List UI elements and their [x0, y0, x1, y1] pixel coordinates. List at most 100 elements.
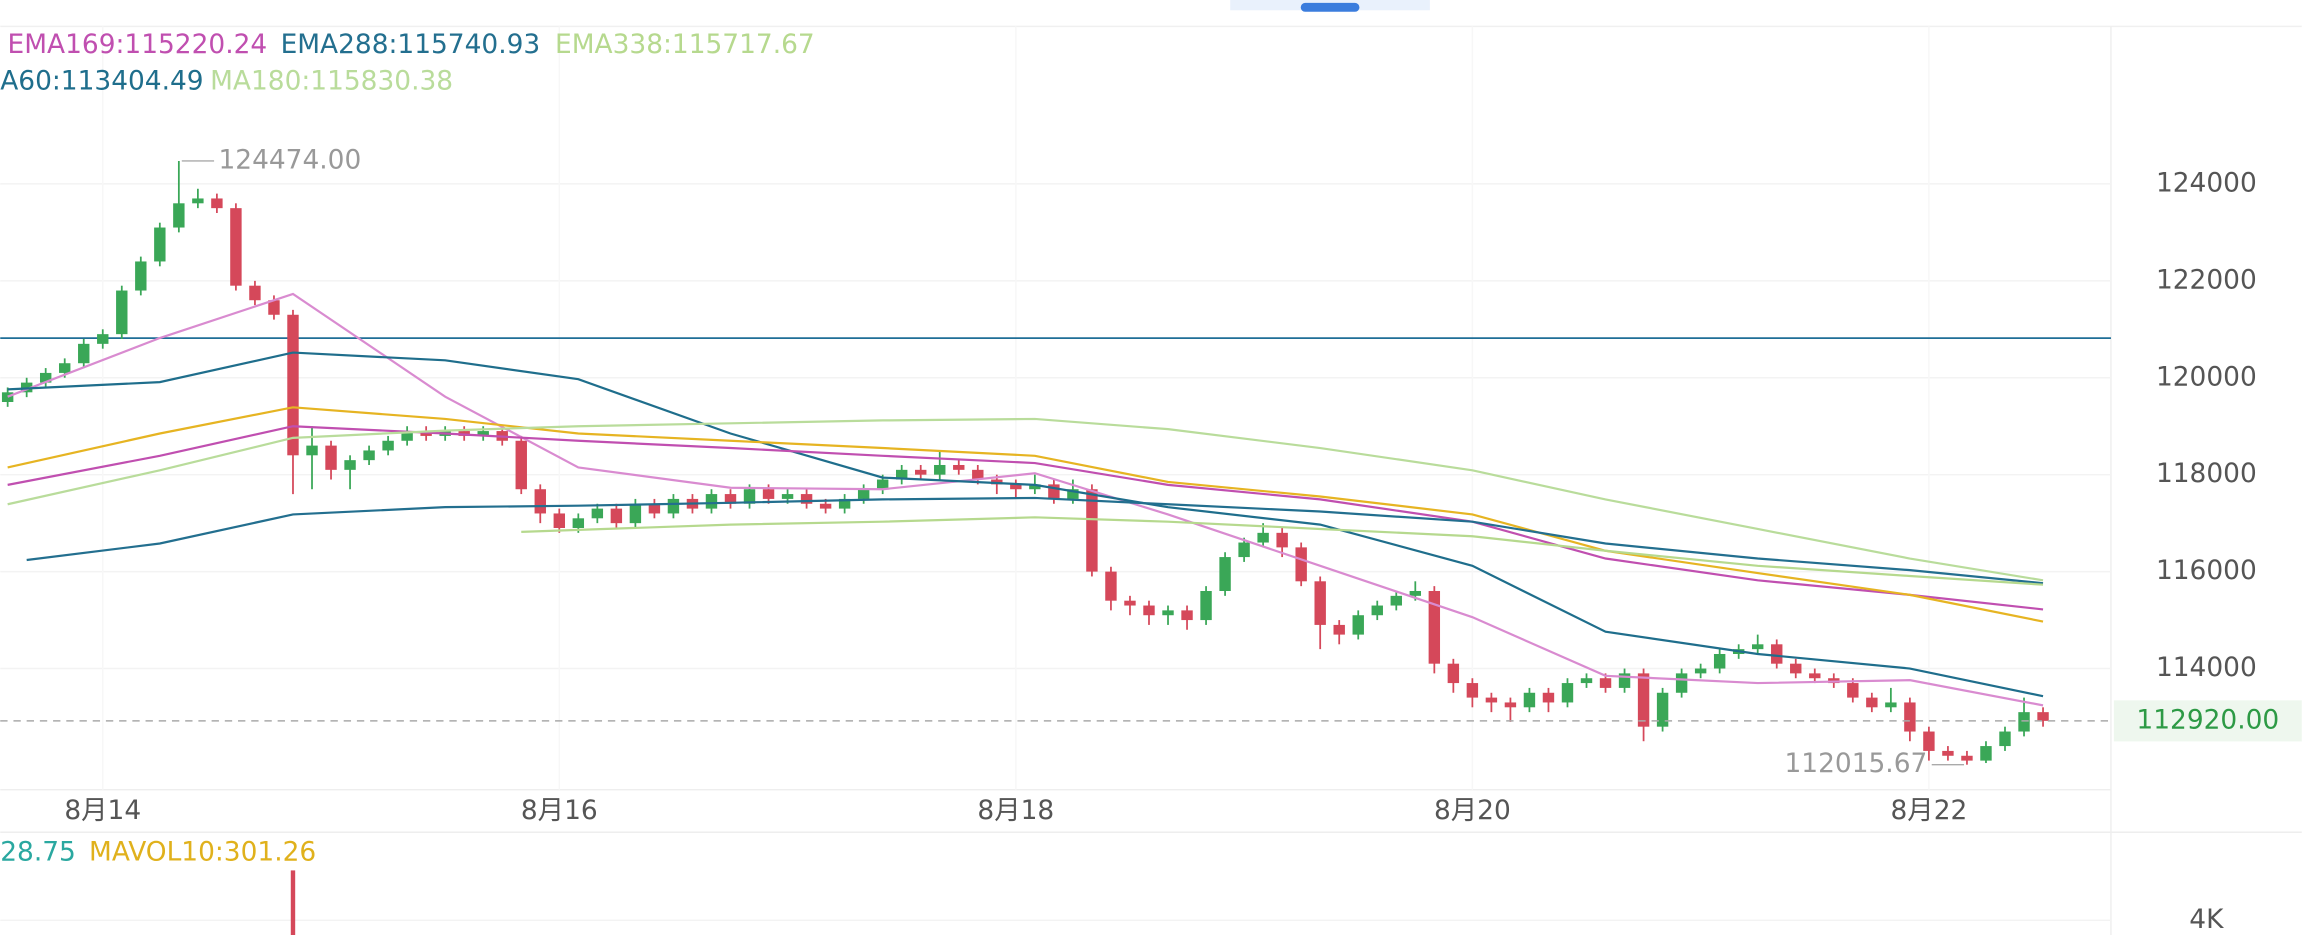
x-tick-label: 8月18: [977, 795, 1054, 826]
candle-body: [781, 494, 794, 499]
candle-body: [743, 489, 756, 504]
candle-body: [800, 494, 813, 504]
candle-body: [211, 198, 223, 209]
candle-body: [1390, 595, 1402, 606]
candle-body: [1637, 673, 1650, 727]
candle-body: [972, 469, 984, 480]
candle-body: [1219, 557, 1231, 591]
ma-line: [7, 351, 2044, 698]
candle-body: [1771, 644, 1783, 664]
candle-body: [1333, 624, 1345, 635]
candle-body: [39, 372, 52, 383]
ma-line: [7, 425, 2044, 611]
candle-body: [705, 494, 718, 509]
candle-body: [1181, 610, 1193, 621]
candle-body: [1086, 489, 1098, 572]
x-tick-label: 8月16: [521, 795, 598, 826]
ma-line: [7, 292, 2044, 707]
candle-body: [363, 450, 375, 461]
candle-body: [1561, 683, 1574, 703]
candle-body: [116, 290, 128, 335]
candle-body: [591, 508, 604, 519]
ma-line: [7, 406, 2044, 623]
x-tick-label: 8月14: [64, 795, 141, 826]
low-marker-label: 112015.67: [1785, 748, 1928, 779]
candle-body: [534, 489, 546, 514]
candle-body: [477, 431, 489, 436]
legend-entry: A60:113404.49: [0, 66, 203, 97]
candle-body: [1999, 731, 2011, 747]
candle-body: [135, 261, 147, 291]
candle-body: [1961, 755, 1973, 761]
candle-body: [1790, 663, 1802, 674]
candle-body: [173, 203, 185, 228]
candle-body: [1466, 683, 1479, 698]
candle-body: [1847, 683, 1859, 698]
candle-body: [1124, 600, 1136, 606]
candle-body: [1048, 484, 1060, 499]
x-tick-label: 8月22: [1891, 795, 1968, 826]
candle-body: [1143, 605, 1155, 616]
candle-body: [553, 513, 566, 528]
candle-body: [287, 314, 299, 456]
candle-body: [915, 469, 927, 475]
y-tick-label: 120000: [2156, 361, 2257, 392]
candle-body: [1352, 615, 1364, 635]
candle-body: [1295, 547, 1307, 582]
candle-body: [268, 300, 280, 315]
volume-bar: [290, 870, 296, 935]
candle-body: [382, 440, 394, 451]
candle-body: [1942, 750, 1954, 756]
candle-body: [1314, 581, 1326, 625]
candle-body: [934, 464, 946, 475]
candle-body: [344, 460, 356, 470]
y-tick-label: 116000: [2156, 555, 2257, 586]
candle-body: [724, 494, 737, 504]
candle-body: [1504, 702, 1517, 708]
candle-body: [1656, 692, 1669, 727]
candle-body: [1, 392, 14, 402]
current-price-label: 112920.00: [2136, 704, 2279, 735]
y-tick-label: 122000: [2156, 264, 2257, 295]
candle-body: [154, 227, 166, 262]
y-tick-label: 4K: [2189, 904, 2224, 935]
candle-body: [59, 363, 71, 373]
candle-body: [762, 489, 775, 499]
candle-body: [857, 489, 870, 499]
legend-entry: EMA338:115717.67: [555, 29, 815, 60]
candle-body: [1276, 532, 1288, 548]
candle-body: [1162, 610, 1174, 616]
candle-body: [1257, 532, 1269, 543]
legend-entry: MA180:115830.38: [210, 66, 453, 97]
candle-body: [667, 498, 680, 514]
candle-body: [1067, 489, 1079, 499]
candle-body: [876, 479, 889, 490]
ma-line: [7, 417, 2044, 582]
legend-entry: EMA169:115220.24: [8, 29, 268, 60]
candle-body: [1029, 484, 1041, 490]
candle-body: [1866, 697, 1878, 708]
candle-body: [1923, 731, 1935, 751]
y-tick-label: 118000: [2156, 458, 2257, 489]
candle-body: [1580, 678, 1593, 684]
candle-body: [1105, 571, 1117, 601]
candle-body: [1618, 673, 1631, 688]
volume-legend: 28.75: [0, 836, 76, 867]
ma-line: [26, 496, 2044, 585]
candle-body: [97, 334, 109, 344]
x-tick-label: 8月20: [1434, 795, 1511, 826]
candle-body: [1904, 702, 1916, 732]
candle-body: [1713, 653, 1726, 669]
candle-body: [1542, 692, 1555, 703]
legend-entry: EMA288:115740.93: [281, 29, 541, 60]
ma-line: [521, 516, 2044, 586]
candle-body: [306, 445, 318, 456]
candle-body: [192, 198, 204, 204]
candle-body: [1010, 484, 1022, 490]
candle-body: [1238, 542, 1250, 558]
candle-body: [838, 498, 851, 509]
candle-body: [1694, 668, 1707, 674]
candle-body: [1752, 644, 1764, 650]
candle-body: [249, 285, 261, 301]
